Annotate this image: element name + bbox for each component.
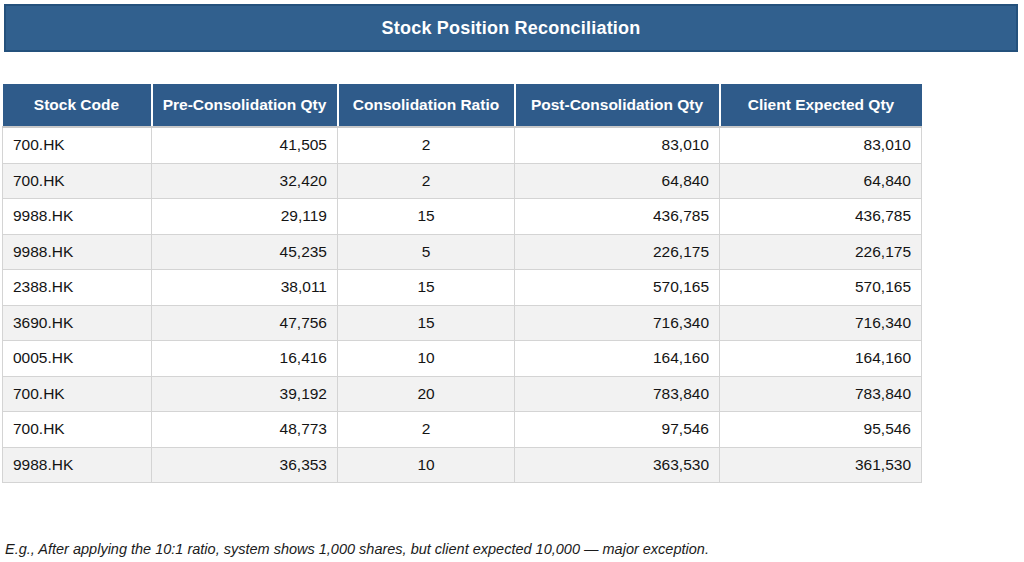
cell-stock-code: 700.HK	[3, 412, 152, 448]
cell-pre-consolidation-qty: 45,235	[152, 234, 338, 270]
column-header-consolidation-ratio: Consolidation Ratio	[338, 84, 515, 127]
cell-pre-consolidation-qty: 36,353	[152, 447, 338, 483]
column-header-client-expected-qty: Client Expected Qty	[720, 84, 922, 127]
cell-post-consolidation-qty: 363,530	[515, 447, 720, 483]
title-banner: Stock Position Reconciliation	[4, 4, 1018, 52]
cell-stock-code: 700.HK	[3, 127, 152, 163]
table-row: 700.HK 48,773 2 97,546 95,546	[3, 412, 922, 448]
cell-stock-code: 700.HK	[3, 163, 152, 199]
cell-stock-code: 9988.HK	[3, 199, 152, 235]
cell-client-expected-qty: 164,160	[720, 341, 922, 377]
cell-post-consolidation-qty: 97,546	[515, 412, 720, 448]
page-title: Stock Position Reconciliation	[382, 18, 641, 39]
cell-stock-code: 0005.HK	[3, 341, 152, 377]
cell-consolidation-ratio: 15	[338, 199, 515, 235]
cell-stock-code: 9988.HK	[3, 447, 152, 483]
cell-client-expected-qty: 64,840	[720, 163, 922, 199]
table-row: 2388.HK 38,011 15 570,165 570,165	[3, 270, 922, 306]
cell-client-expected-qty: 361,530	[720, 447, 922, 483]
table-row: 0005.HK 16,416 10 164,160 164,160	[3, 341, 922, 377]
cell-consolidation-ratio: 15	[338, 270, 515, 306]
column-header-stock-code: Stock Code	[3, 84, 152, 127]
table-row: 700.HK 32,420 2 64,840 64,840	[3, 163, 922, 199]
cell-post-consolidation-qty: 436,785	[515, 199, 720, 235]
cell-client-expected-qty: 570,165	[720, 270, 922, 306]
example-footnote: E.g., After applying the 10:1 ratio, sys…	[5, 541, 1019, 557]
table-row: 9988.HK 29,119 15 436,785 436,785	[3, 199, 922, 235]
table-row: 9988.HK 45,235 5 226,175 226,175	[3, 234, 922, 270]
cell-client-expected-qty: 783,840	[720, 376, 922, 412]
cell-consolidation-ratio: 2	[338, 412, 515, 448]
cell-client-expected-qty: 716,340	[720, 305, 922, 341]
cell-stock-code: 3690.HK	[3, 305, 152, 341]
cell-stock-code: 2388.HK	[3, 270, 152, 306]
cell-client-expected-qty: 436,785	[720, 199, 922, 235]
cell-consolidation-ratio: 2	[338, 127, 515, 163]
table-row: 9988.HK 36,353 10 363,530 361,530	[3, 447, 922, 483]
cell-consolidation-ratio: 2	[338, 163, 515, 199]
cell-pre-consolidation-qty: 41,505	[152, 127, 338, 163]
cell-post-consolidation-qty: 783,840	[515, 376, 720, 412]
cell-post-consolidation-qty: 716,340	[515, 305, 720, 341]
cell-consolidation-ratio: 15	[338, 305, 515, 341]
table-row: 700.HK 39,192 20 783,840 783,840	[3, 376, 922, 412]
cell-pre-consolidation-qty: 48,773	[152, 412, 338, 448]
stock-position-reconciliation-page: Stock Position Reconciliation Stock Code…	[0, 0, 1024, 562]
table-header-row: Stock Code Pre-Consolidation Qty Consoli…	[3, 84, 922, 127]
cell-consolidation-ratio: 10	[338, 447, 515, 483]
cell-stock-code: 700.HK	[3, 376, 152, 412]
cell-consolidation-ratio: 5	[338, 234, 515, 270]
cell-post-consolidation-qty: 64,840	[515, 163, 720, 199]
cell-pre-consolidation-qty: 16,416	[152, 341, 338, 377]
cell-pre-consolidation-qty: 29,119	[152, 199, 338, 235]
cell-stock-code: 9988.HK	[3, 234, 152, 270]
table-row: 700.HK 41,505 2 83,010 83,010	[3, 127, 922, 163]
column-header-pre-consolidation-qty: Pre-Consolidation Qty	[152, 84, 338, 127]
reconciliation-table: Stock Code Pre-Consolidation Qty Consoli…	[2, 84, 922, 483]
cell-consolidation-ratio: 10	[338, 341, 515, 377]
cell-client-expected-qty: 95,546	[720, 412, 922, 448]
cell-pre-consolidation-qty: 47,756	[152, 305, 338, 341]
cell-client-expected-qty: 226,175	[720, 234, 922, 270]
cell-post-consolidation-qty: 570,165	[515, 270, 720, 306]
cell-consolidation-ratio: 20	[338, 376, 515, 412]
cell-post-consolidation-qty: 83,010	[515, 127, 720, 163]
column-header-post-consolidation-qty: Post-Consolidation Qty	[515, 84, 720, 127]
cell-post-consolidation-qty: 226,175	[515, 234, 720, 270]
cell-pre-consolidation-qty: 39,192	[152, 376, 338, 412]
cell-client-expected-qty: 83,010	[720, 127, 922, 163]
cell-post-consolidation-qty: 164,160	[515, 341, 720, 377]
cell-pre-consolidation-qty: 38,011	[152, 270, 338, 306]
table-row: 3690.HK 47,756 15 716,340 716,340	[3, 305, 922, 341]
cell-pre-consolidation-qty: 32,420	[152, 163, 338, 199]
